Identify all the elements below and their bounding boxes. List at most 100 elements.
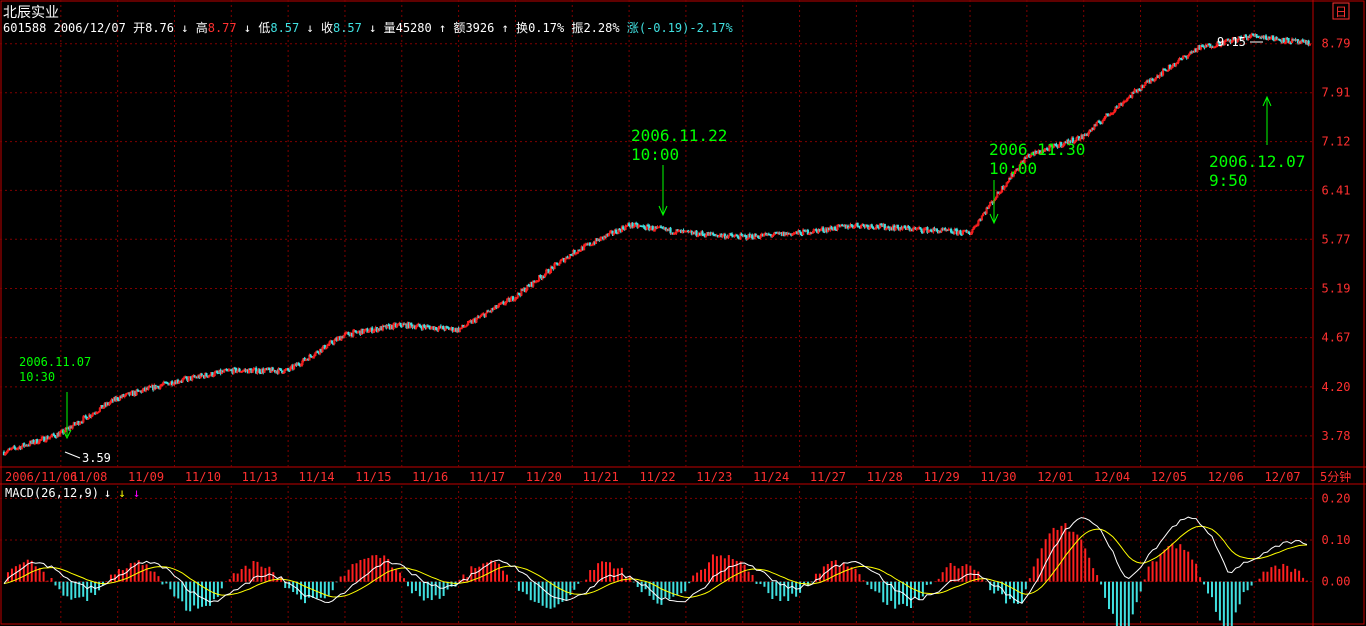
candle-body xyxy=(40,437,43,440)
candle-body xyxy=(129,391,132,396)
candle-body xyxy=(392,323,395,330)
candle-body xyxy=(696,235,699,238)
candle-body xyxy=(1079,138,1082,141)
candle-body xyxy=(309,354,312,357)
time-tick-label: 11/30 xyxy=(980,470,1016,484)
period-label[interactable]: 5分钟 xyxy=(1320,469,1351,484)
candle-body xyxy=(159,385,162,389)
candle-body xyxy=(1279,39,1282,42)
dea-arrow-icon: ↓ xyxy=(118,486,125,500)
candle-body xyxy=(401,323,405,327)
candle-body xyxy=(1071,137,1075,144)
macd-arrow-icon: ↓ xyxy=(133,486,140,500)
candle-body xyxy=(591,244,594,247)
candle-body xyxy=(1161,68,1165,76)
candle-body xyxy=(135,389,138,396)
candle-body xyxy=(669,227,672,234)
candle-body xyxy=(555,262,558,265)
time-tick-label: 11/17 xyxy=(469,470,505,484)
annotation-date: 2006.11.22 xyxy=(631,126,727,145)
candle-body xyxy=(277,368,280,374)
candle-body xyxy=(871,226,875,229)
candle-body xyxy=(532,280,535,287)
change-value: (-0.19)-2.17% xyxy=(639,21,734,35)
candle-body xyxy=(64,427,67,432)
candle-body xyxy=(566,256,569,259)
candle-body xyxy=(367,331,370,333)
annotation-date: 2006.12.07 xyxy=(1209,152,1305,171)
candle-body xyxy=(1012,173,1015,177)
candle-body xyxy=(1264,35,1268,40)
candle-body xyxy=(614,229,618,234)
candle-body xyxy=(82,416,85,423)
quote-bar: 601588 2006/12/07 开8.76 ↓ 高8.77 ↓ 低8.57 … xyxy=(3,20,734,35)
candle-body xyxy=(559,260,562,264)
high-extreme-label: 9.15 xyxy=(1217,35,1246,49)
down-arrow-icon: ↓ xyxy=(244,21,251,35)
candle-body xyxy=(520,288,523,296)
candle-body xyxy=(238,368,241,372)
candle-body xyxy=(903,225,907,229)
candle-body xyxy=(896,224,899,229)
candle-body xyxy=(1127,97,1130,99)
candle-body xyxy=(211,372,214,377)
candle-body xyxy=(1075,137,1078,141)
time-tick-label: 11/15 xyxy=(355,470,391,484)
candle-body xyxy=(191,375,194,381)
time-tick-label: 11/29 xyxy=(924,470,960,484)
close-value: 8.57 xyxy=(333,21,362,35)
candle-body xyxy=(1138,88,1141,91)
candle-body xyxy=(751,234,754,239)
candle-body xyxy=(187,376,190,382)
candle-body xyxy=(20,445,23,450)
candle-body xyxy=(1199,45,1202,50)
candle-body xyxy=(236,370,239,373)
candle-body xyxy=(631,222,634,228)
period-badge-label: 日 xyxy=(1335,5,1347,19)
time-tick-label: 11/13 xyxy=(242,470,278,484)
candle-body xyxy=(1308,44,1311,46)
candle-body xyxy=(582,244,586,251)
price-tick-label: 7.91 xyxy=(1322,86,1351,100)
period-badge[interactable]: 日 xyxy=(1332,2,1350,20)
candle-body xyxy=(451,327,454,332)
candle-body xyxy=(624,225,627,230)
candle-body xyxy=(1093,124,1096,130)
time-tick-label: 11/10 xyxy=(185,470,221,484)
up-arrow-icon: ↑ xyxy=(502,21,509,35)
candle-body xyxy=(256,371,259,374)
candle-body xyxy=(985,207,988,214)
candle-body xyxy=(971,229,974,233)
low-extreme-label: 3.59 xyxy=(82,451,111,465)
quote-date: 2006/12/07 xyxy=(54,21,126,35)
candle-body xyxy=(977,220,980,226)
candle-body xyxy=(1255,34,1258,37)
candle-body xyxy=(876,224,879,228)
candle-body xyxy=(856,222,859,227)
candle-body xyxy=(627,223,631,226)
candle-body xyxy=(701,231,704,235)
candle-body xyxy=(282,372,285,374)
time-tick-label: 11/23 xyxy=(696,470,732,484)
candle-body xyxy=(279,368,283,372)
candle-body xyxy=(1121,102,1124,106)
candle-body xyxy=(336,337,339,341)
candle-body xyxy=(258,369,261,374)
candle-body xyxy=(526,284,529,290)
time-tick-label: 2006/11/06 xyxy=(5,470,77,484)
candle-body xyxy=(91,413,94,416)
candle-body xyxy=(1057,144,1060,148)
candle-body xyxy=(200,373,203,376)
candle-body xyxy=(799,231,802,236)
low-value: 8.57 xyxy=(270,21,299,35)
candle-body xyxy=(894,227,897,231)
candle-body xyxy=(168,383,171,386)
candle-body xyxy=(465,324,468,327)
macd-histogram xyxy=(6,523,1309,626)
candle-body xyxy=(324,347,328,350)
candle-body xyxy=(549,266,553,273)
macd-label: MACD(26,12,9) xyxy=(5,486,99,500)
candle-body xyxy=(1101,120,1104,124)
